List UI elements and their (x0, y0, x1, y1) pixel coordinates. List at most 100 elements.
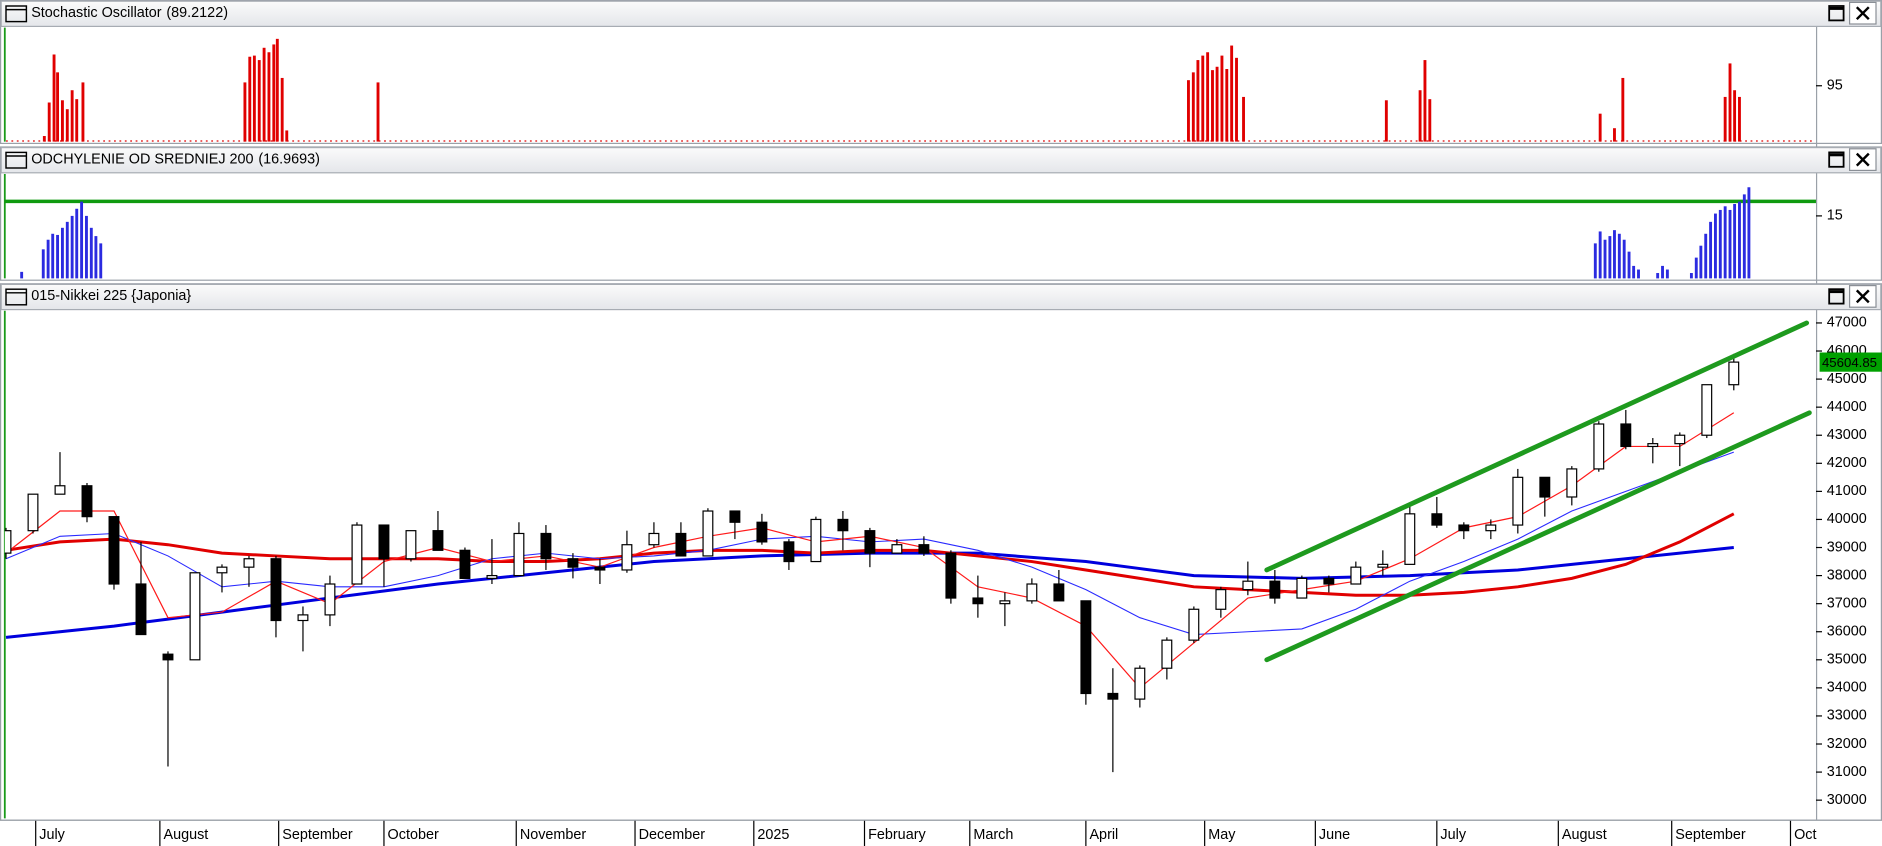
bar (1656, 273, 1660, 279)
candle-body (378, 524, 390, 560)
bar (1632, 265, 1636, 279)
bar (275, 38, 279, 142)
maximize-button[interactable] (1828, 5, 1845, 305)
bar (1242, 96, 1245, 142)
bar (1603, 239, 1607, 279)
y-tick-label: 32000 (1827, 736, 1867, 752)
bar (1428, 99, 1432, 142)
close-button[interactable] (1848, 1, 1877, 308)
candle-body (1323, 577, 1335, 585)
candle-body (1080, 600, 1092, 695)
bar (1723, 96, 1727, 142)
candle-body (1404, 513, 1416, 565)
y-tick-label: 42000 (1827, 455, 1867, 471)
bar (89, 227, 93, 279)
x-tick-label: August (1562, 827, 1607, 843)
candle-body (135, 583, 147, 636)
bar (1728, 209, 1732, 279)
bar (252, 55, 256, 142)
panel-title: Stochastic Oscillator (31, 5, 162, 21)
candle-body (1350, 566, 1362, 585)
candle-body (1215, 589, 1227, 610)
candle-body (729, 510, 741, 523)
x-tick-label: Oct (1794, 827, 1816, 843)
panel-title: ODCHYLENIE OD SREDNIEJ 200 (31, 151, 253, 167)
bar (1201, 55, 1205, 142)
bar (285, 130, 289, 142)
bar (1694, 257, 1698, 279)
candle-body (162, 653, 174, 661)
panel-title: 015-Nikkei 225 {Japonia} (31, 288, 191, 304)
candle-body (1161, 639, 1173, 669)
bar (1613, 230, 1616, 279)
bar (1191, 72, 1195, 142)
x-tick-label: 2025 (757, 827, 789, 843)
candle-body (621, 544, 633, 571)
candle-body (918, 544, 930, 554)
bar (70, 90, 74, 142)
candle-body (1377, 563, 1389, 568)
bar (1593, 243, 1597, 279)
bar (1235, 57, 1238, 142)
candle-body (27, 493, 39, 532)
candle-body (1485, 524, 1497, 532)
candle-body (1134, 667, 1146, 700)
bar (1211, 70, 1214, 142)
panel-value-label: (16.9693) (258, 151, 320, 167)
candle-body (324, 583, 336, 616)
candle-body (1026, 583, 1038, 602)
candle-body (1458, 524, 1470, 532)
y-tick-label: 31000 (1827, 764, 1867, 780)
x-tick-label: March (973, 827, 1013, 843)
bar (65, 109, 69, 142)
y-tick-label: 30000 (1827, 792, 1867, 808)
bar (1627, 251, 1631, 279)
x-tick-label: September (1675, 827, 1746, 843)
bar (1704, 233, 1708, 279)
bar (267, 52, 271, 142)
bar (1747, 187, 1751, 279)
bar (1699, 245, 1703, 279)
x-tick-label: June (1319, 827, 1350, 843)
bar (262, 47, 266, 142)
bar (56, 72, 60, 142)
window-icons (5, 5, 28, 306)
candle-body (1674, 434, 1686, 445)
bar (1713, 213, 1717, 279)
x-tick-label: November (520, 827, 587, 843)
candle-body (81, 485, 93, 518)
candle-body (216, 566, 228, 574)
bar (47, 102, 51, 142)
last-price-box (1819, 352, 1882, 372)
candle-body (1053, 583, 1065, 602)
candle-body (243, 558, 255, 568)
bar (20, 271, 24, 279)
y-tick-label: 47000 (1827, 315, 1867, 331)
bar (1738, 96, 1741, 142)
plot-area (42, 38, 1741, 142)
bar (1187, 80, 1190, 142)
bar (280, 77, 284, 142)
bar (51, 233, 55, 279)
bar (1733, 90, 1737, 142)
candle-body (270, 558, 282, 622)
bar (1220, 55, 1224, 142)
bar (1718, 209, 1722, 279)
bar (1689, 273, 1693, 279)
candle-body (1296, 577, 1308, 599)
bar (1608, 236, 1612, 279)
y-tick-label: 15 (1827, 208, 1843, 224)
bar (1230, 45, 1234, 142)
bar (85, 215, 88, 279)
x-tick-label: May (1208, 827, 1236, 843)
y-tick-label: 41000 (1827, 483, 1867, 499)
bar (1613, 128, 1616, 142)
bar (52, 54, 56, 142)
x-tick-label: October (388, 827, 439, 843)
bar (41, 249, 45, 279)
candle-body (1512, 476, 1524, 526)
bar (1742, 194, 1746, 279)
bar (376, 82, 380, 142)
bar (99, 243, 103, 279)
